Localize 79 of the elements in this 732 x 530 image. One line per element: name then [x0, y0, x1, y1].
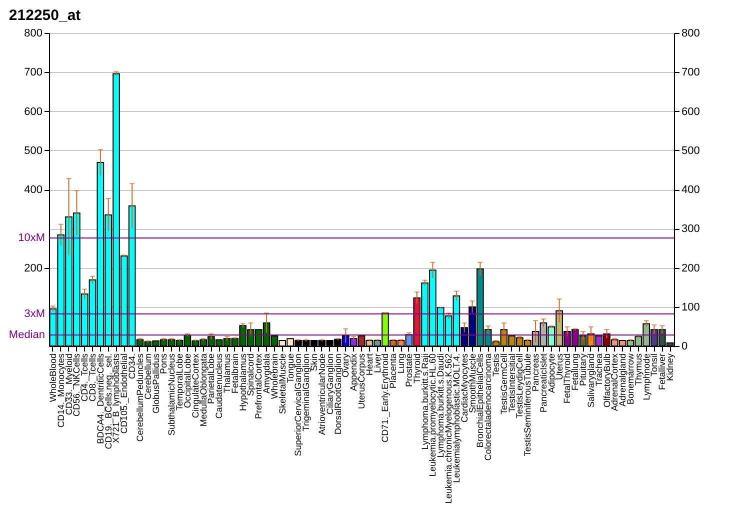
y2-tick-label: 800 [682, 28, 700, 40]
x-tick-label: Fetallung [570, 354, 580, 391]
x-tick-label: Pancreas [530, 353, 541, 392]
x-tick-label: CardiacMyocytes [459, 353, 470, 423]
x-tick-label: FetalThyroid [562, 354, 572, 404]
y-tick-label: 200 [24, 262, 42, 274]
x-tick-label: Tonsil [649, 354, 660, 377]
x-tick-label: CD4._Tcells [80, 353, 90, 402]
x-tick-label: AdrenalCortex [610, 353, 620, 412]
x-tick-label: SkeletalMuscle [277, 354, 288, 414]
x-tick-label: Thymus [633, 353, 644, 386]
x-tick-label: X721_B_lymphoblasts [111, 353, 122, 444]
chart-title: 212250_at [8, 7, 81, 24]
x-tick-label: Pons [158, 353, 169, 374]
y2-tick-label: 600 [682, 106, 700, 118]
y2-tick-label: 400 [682, 184, 700, 196]
x-tick-label: SuperiorCervicalGanglion [293, 354, 304, 456]
x-tick-label: CD56._NKCells [72, 353, 82, 417]
x-tick-label: Caudatenucleus [214, 353, 224, 419]
x-tick-label: SubthalamicNucleus [166, 353, 177, 436]
y2-tick-label: 0 [682, 340, 688, 352]
y-tick-label: 600 [24, 106, 42, 118]
x-tick-label: CD14._Monocytes [56, 353, 66, 428]
y-tick-label: 400 [24, 184, 42, 196]
x-tick-label: TestisSeminiferousTubule [522, 354, 533, 456]
y-tick-label: 500 [24, 144, 42, 157]
x-tick-label: PancreaticIslet [538, 353, 548, 413]
x-tick-label: TrigeminalGanglion [301, 354, 312, 432]
x-tick-label: CiliaryGanglion [324, 354, 335, 415]
x-tick-label: UterusCorpus [356, 353, 366, 410]
x-tick-label: GlobusPallidus [150, 353, 161, 414]
x-tick-label: Fetalbrain [230, 354, 240, 394]
x-tick-label: PrefrontalCortex [254, 353, 264, 420]
ref-line-label: 10xM [18, 232, 45, 244]
x-tick-label: TestisIntersitial [506, 354, 517, 413]
x-tick-label: Appendix [348, 353, 359, 392]
x-tick-label: Testis [490, 353, 501, 377]
ref-line-label: 3xM [24, 308, 45, 320]
x-tick-label: ParietalLobe [206, 354, 216, 404]
y-tick-label: 800 [24, 28, 42, 40]
x-tick-label: Spinalcord [246, 354, 256, 396]
x-tick-label: WholeBlood [48, 354, 58, 402]
y2-tick-label: 300 [682, 223, 700, 236]
y-tick-label: 700 [24, 66, 42, 79]
ref-line-label: Median [8, 329, 45, 342]
x-tick-label: AtrioventricularNode [316, 354, 327, 436]
x-tick-label: Liver [372, 354, 382, 374]
x-tick-label: Placenta [388, 354, 398, 389]
x-tick-label: Adipocyte [546, 354, 556, 394]
x-tick-label: Lymphoma.burkitt.s.Daudi [436, 354, 446, 458]
x-tick-label: Adrenalgland [618, 354, 628, 407]
x-tick-label: TemporalLobe [174, 354, 185, 411]
x-tick-label: Cerebellum [142, 354, 153, 400]
y2-tick-label: 500 [682, 144, 700, 157]
x-tick-label: Amygdala [262, 354, 272, 394]
x-tick-label: Leukemia.promyelocytic.HL.60 [428, 354, 438, 477]
y2-tick-label: 200 [682, 262, 700, 274]
x-tick-label: Tongue [285, 354, 296, 384]
x-tick-label: Ovary [340, 353, 351, 378]
y2-tick-label: 100 [682, 301, 700, 314]
x-tick-label: OlfactoryBulb [602, 354, 612, 408]
x-tick-label: Lung [396, 354, 406, 374]
y2-tick-label: 700 [682, 66, 700, 79]
x-tick-label: Fetalliver [657, 354, 668, 390]
x-tick-label: Hypothalamus [238, 353, 248, 412]
x-tick-label: TestisLeydigCell [514, 354, 525, 419]
x-tick-label: TestisGermCell [498, 354, 509, 415]
x-tick-label: Leukemia.chronicMyelogenous.K.562 [444, 354, 454, 504]
x-tick-label: CD8._Tcells [88, 353, 98, 402]
x-tick-label: Kidney [665, 353, 676, 382]
x-tick-label: CD71._Early.Erythroid [380, 354, 390, 442]
x-tick-label: CD105._Endothelial [119, 354, 130, 434]
x-tick-label: Thalamus [222, 353, 232, 394]
x-tick-label: CerebellumPeduncles [134, 353, 145, 442]
x-tick-label: Pituitary [578, 353, 588, 386]
x-tick-label: Colorectaladenocarcinoma [483, 354, 494, 461]
x-tick-label: Thyroid [412, 354, 422, 384]
x-tick-label: CD34. [127, 354, 138, 380]
x-tick-label: BronchialEpithelialCells [475, 353, 486, 448]
